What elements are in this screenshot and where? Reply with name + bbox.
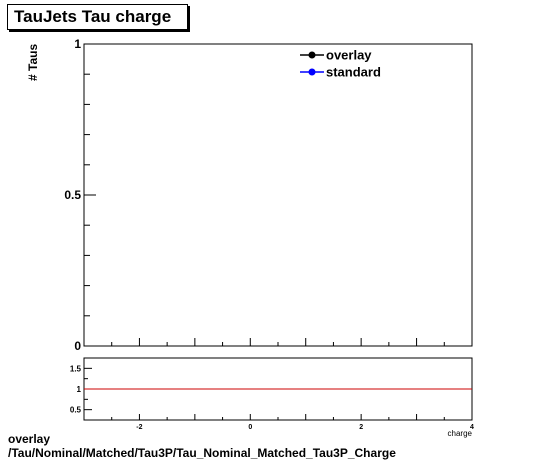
- footer-label: overlay: [8, 432, 51, 446]
- footer-path: /Tau/Nominal/Matched/Tau3P/Tau_Nominal_M…: [8, 446, 396, 460]
- main-frame: [83, 43, 473, 347]
- legend-marker-overlay: [308, 51, 316, 59]
- y-tick-label: 1: [74, 37, 81, 51]
- y-tick-label: 0.5: [64, 188, 81, 202]
- ratio-x-tick-label: 2: [359, 424, 363, 431]
- ratio-x-tick-label: -2: [136, 424, 142, 431]
- main-plot: 0 0.5 1 # Taus overlay standard: [26, 37, 473, 353]
- ratio-y-tick-label: 0.5: [70, 406, 82, 415]
- legend-marker-standard: [308, 68, 316, 76]
- ratio-x-tick-label: 0: [248, 424, 252, 431]
- legend-label-overlay: overlay: [326, 48, 372, 63]
- ratio-y-tick-label: 1: [77, 385, 82, 394]
- y-axis-label: # Taus: [26, 44, 40, 81]
- y-tick-label: 0: [74, 339, 81, 353]
- ratio-y-tick-label: 1.5: [70, 364, 82, 373]
- legend-label-standard: standard: [326, 65, 381, 80]
- chart-title-box: TauJets Tau charge: [7, 4, 188, 30]
- ratio-x-tick-label: 4: [470, 424, 474, 431]
- chart-title: TauJets Tau charge: [14, 7, 172, 26]
- x-axis-label: charge: [448, 429, 473, 438]
